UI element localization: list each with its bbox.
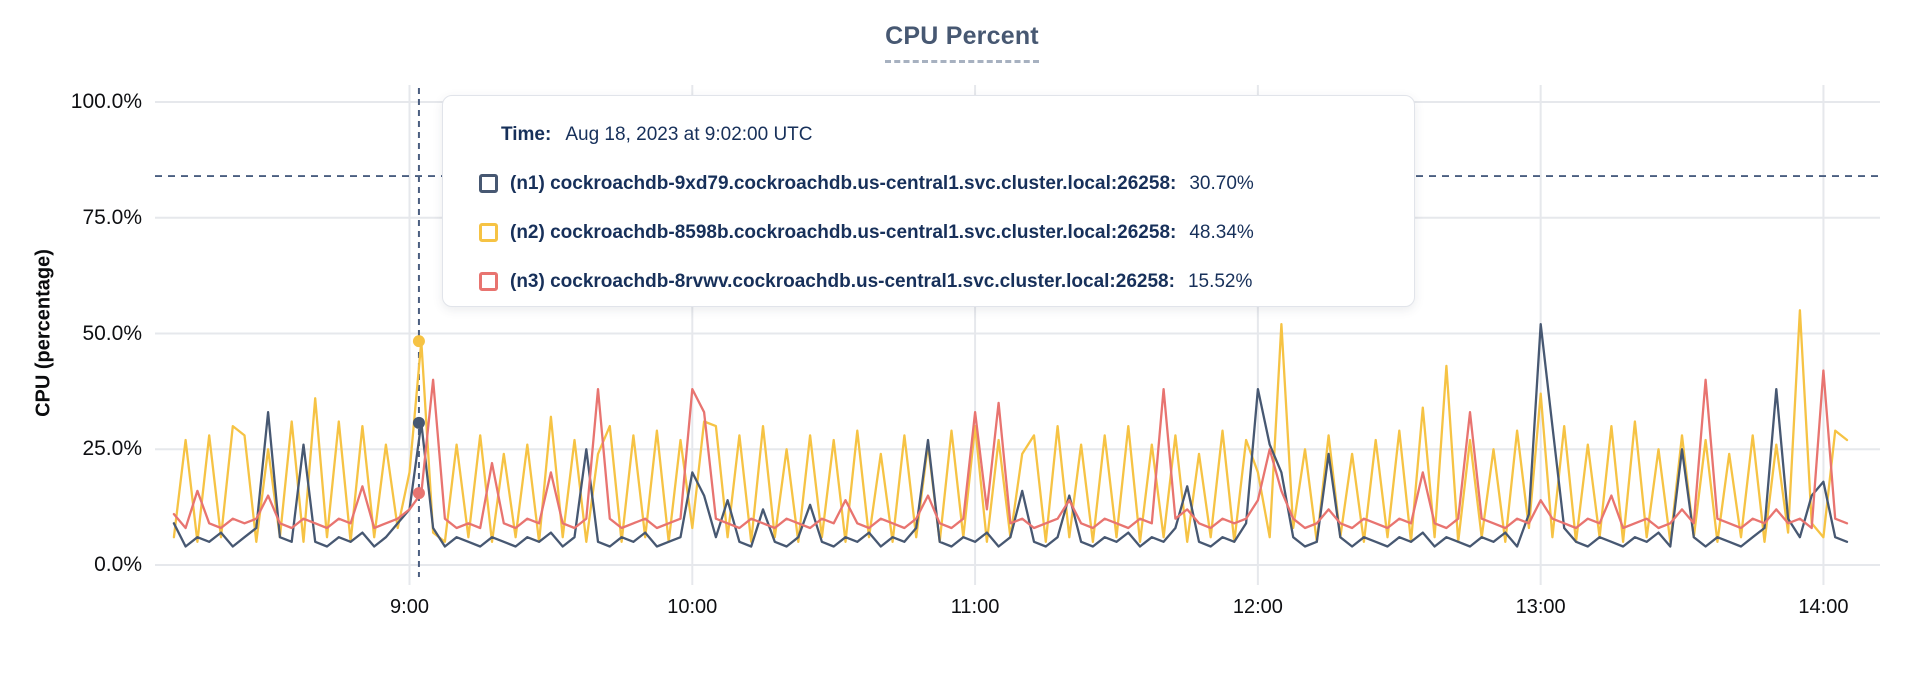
y-tick-label: 0.0% [94, 553, 142, 576]
x-tick-label: 10:00 [667, 596, 718, 618]
series-n2-marker-icon [479, 223, 498, 242]
tooltip-series-value: 48.34% [1189, 221, 1254, 243]
series-line-n3 [172, 369, 1849, 530]
x-tick-label: 14:00 [1798, 596, 1849, 618]
tooltip-series-row-n1[interactable]: (n1) cockroachdb-9xd79.cockroachdb.us-ce… [479, 159, 1414, 208]
y-tick-label: 50.0% [82, 321, 142, 345]
x-tick-label: 13:00 [1515, 596, 1566, 618]
y-tick-label: 100.0% [70, 90, 142, 113]
series-n1-marker-icon [479, 174, 498, 193]
series-line-n1 [172, 323, 1849, 548]
tooltip-series-label: (n2) cockroachdb-8598b.cockroachdb.us-ce… [510, 221, 1177, 243]
hover-point-n3 [412, 487, 425, 500]
x-tick-label: 9:00 [390, 596, 429, 618]
series-n3-marker-icon [479, 272, 498, 291]
tooltip-series-row-n3[interactable]: (n3) cockroachdb-8rvwv.cockroachdb.us-ce… [479, 257, 1414, 306]
tooltip-series-label: (n3) cockroachdb-8rvwv.cockroachdb.us-ce… [510, 270, 1175, 292]
tooltip-series-value: 30.70% [1189, 172, 1254, 194]
x-tick-label: 11:00 [950, 596, 1000, 618]
tooltip-series-label: (n1) cockroachdb-9xd79.cockroachdb.us-ce… [510, 172, 1177, 194]
hover-point-n1 [412, 416, 425, 429]
series-line-n2 [172, 309, 1849, 543]
x-tick-label: 12:00 [1232, 596, 1283, 618]
y-tick-label: 25.0% [82, 437, 142, 461]
tooltip-time-value: Aug 18, 2023 at 9:02:00 UTC [565, 123, 813, 145]
tooltip-time-row: Time: Aug 18, 2023 at 9:02:00 UTC [479, 110, 1414, 159]
hover-point-n2 [412, 335, 425, 348]
hover-tooltip: Time: Aug 18, 2023 at 9:02:00 UTC (n1) c… [442, 95, 1415, 307]
chart-title-wrap: CPU Percent [0, 22, 1924, 63]
y-tick-label: 75.0% [82, 205, 142, 229]
tooltip-time-label: Time: [501, 123, 552, 145]
chart-title[interactable]: CPU Percent [885, 22, 1039, 63]
tooltip-series-value: 15.52% [1187, 270, 1253, 292]
tooltip-series-row-n2[interactable]: (n2) cockroachdb-8598b.cockroachdb.us-ce… [479, 208, 1414, 257]
